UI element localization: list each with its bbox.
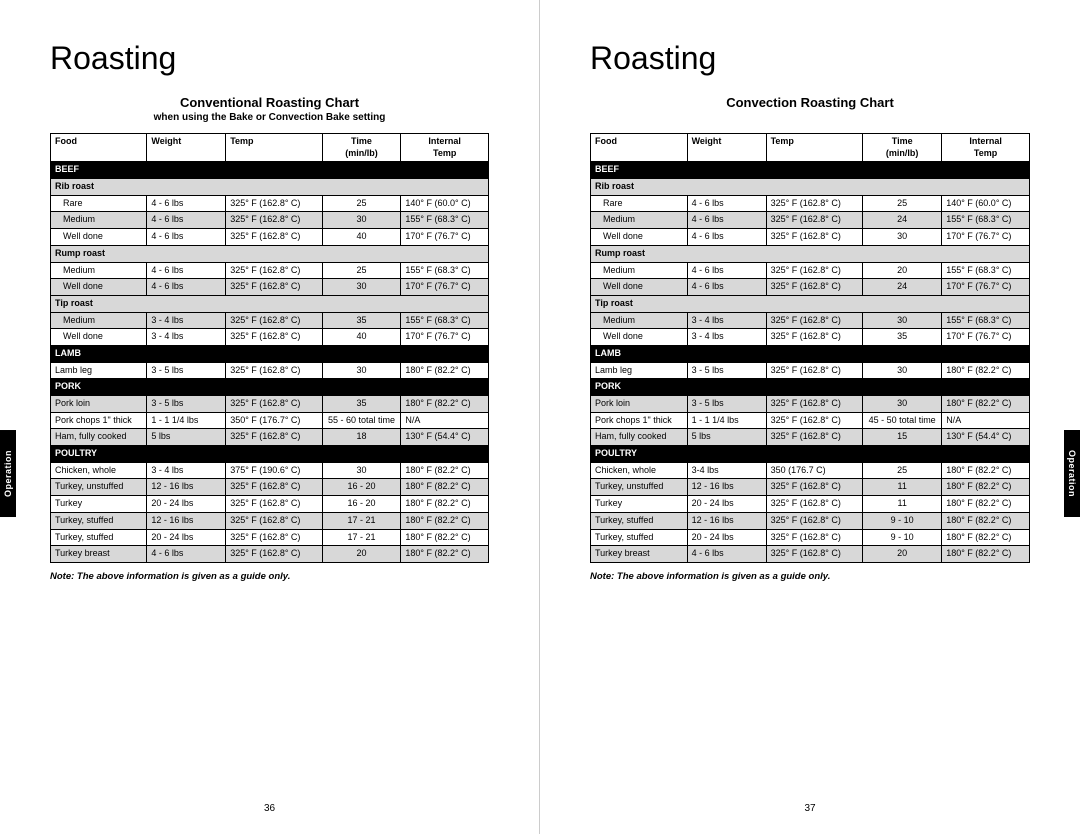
subhead-row: Rib roast — [591, 179, 1030, 196]
subhead-row: Rump roast — [591, 245, 1030, 262]
section-row: LAMB — [51, 345, 489, 362]
table-row: Turkey, stuffed12 - 16 lbs325° F (162.8°… — [591, 512, 1030, 529]
table-row: Well done3 - 4 lbs325° F (162.8° C)40170… — [51, 329, 489, 346]
th-weight: Weight — [687, 134, 766, 162]
table-row: Well done4 - 6 lbs325° F (162.8° C)40170… — [51, 229, 489, 246]
subhead-row: Tip roast — [591, 295, 1030, 312]
table-row: Turkey breast4 - 6 lbs325° F (162.8° C)2… — [51, 546, 489, 563]
table-row: Lamb leg3 - 5 lbs325° F (162.8° C)30180°… — [51, 362, 489, 379]
page-container: Operation Roasting Conventional Roasting… — [0, 0, 1080, 834]
table-row: Pork loin3 - 5 lbs325° F (162.8° C)30180… — [591, 396, 1030, 413]
section-row: POULTRY — [591, 446, 1030, 463]
table-row: Rare4 - 6 lbs325° F (162.8° C)25140° F (… — [591, 195, 1030, 212]
th-food: Food — [591, 134, 688, 162]
page-right: Operation Roasting Convection Roasting C… — [540, 0, 1080, 834]
table-row: Ham, fully cooked5 lbs325° F (162.8° C)1… — [51, 429, 489, 446]
section-row: LAMB — [591, 345, 1030, 362]
table-row: Medium4 - 6 lbs325° F (162.8° C)20155° F… — [591, 262, 1030, 279]
table-row: Well done4 - 6 lbs325° F (162.8° C)24170… — [591, 279, 1030, 296]
table-row: Turkey, stuffed12 - 16 lbs325° F (162.8°… — [51, 512, 489, 529]
table-row: Ham, fully cooked5 lbs325° F (162.8° C)1… — [591, 429, 1030, 446]
th-temp: Temp — [766, 134, 863, 162]
page-title-right: Roasting — [590, 40, 1030, 77]
table-row: Medium4 - 6 lbs325° F (162.8° C)24155° F… — [591, 212, 1030, 229]
roasting-table-left: Food Weight Temp Time(min/lb) InternalTe… — [50, 133, 489, 563]
chart-title-right: Convection Roasting Chart — [590, 95, 1030, 110]
table-row: Medium3 - 4 lbs325° F (162.8° C)35155° F… — [51, 312, 489, 329]
table-row: Turkey, unstuffed12 - 16 lbs325° F (162.… — [51, 479, 489, 496]
side-tab-right: Operation — [1064, 430, 1080, 517]
side-tab-left: Operation — [0, 430, 16, 517]
table-row: Chicken, whole3 - 4 lbs375° F (190.6° C)… — [51, 462, 489, 479]
table-row: Medium3 - 4 lbs325° F (162.8° C)30155° F… — [591, 312, 1030, 329]
th-time: Time(min/lb) — [322, 134, 401, 162]
table-row: Pork loin3 - 5 lbs325° F (162.8° C)35180… — [51, 396, 489, 413]
th-internal: InternalTemp — [942, 134, 1030, 162]
th-food: Food — [51, 134, 147, 162]
th-time: Time(min/lb) — [863, 134, 942, 162]
section-row: PORK — [591, 379, 1030, 396]
table-row: Turkey breast4 - 6 lbs325° F (162.8° C)2… — [591, 546, 1030, 563]
subhead-row: Rib roast — [51, 179, 489, 196]
chart-subtitle-left: when using the Bake or Convection Bake s… — [50, 112, 489, 123]
section-row: POULTRY — [51, 446, 489, 463]
page-left: Operation Roasting Conventional Roasting… — [0, 0, 540, 834]
table-row: Turkey20 - 24 lbs325° F (162.8° C)11180°… — [591, 496, 1030, 513]
table-row: Chicken, whole3-4 lbs350 (176.7 C)25180°… — [591, 462, 1030, 479]
page-title-left: Roasting — [50, 40, 489, 77]
page-num-left: 36 — [0, 803, 539, 814]
table-row: Pork chops 1" thick1 - 1 1/4 lbs325° F (… — [591, 412, 1030, 429]
subhead-row: Tip roast — [51, 295, 489, 312]
table-row: Well done3 - 4 lbs325° F (162.8° C)35170… — [591, 329, 1030, 346]
th-weight: Weight — [147, 134, 226, 162]
table-row: Medium4 - 6 lbs325° F (162.8° C)25155° F… — [51, 262, 489, 279]
section-row: BEEF — [51, 162, 489, 179]
note-right: Note: The above information is given as … — [590, 571, 1030, 582]
th-internal: InternalTemp — [401, 134, 489, 162]
chart-subtitle-right — [590, 112, 1030, 123]
chart-title-left: Conventional Roasting Chart — [50, 95, 489, 110]
th-temp: Temp — [226, 134, 322, 162]
table-row: Well done4 - 6 lbs325° F (162.8° C)30170… — [591, 229, 1030, 246]
table-row: Lamb leg3 - 5 lbs325° F (162.8° C)30180°… — [591, 362, 1030, 379]
page-num-right: 37 — [540, 803, 1080, 814]
roasting-table-right: Food Weight Temp Time(min/lb) InternalTe… — [590, 133, 1030, 563]
table-row: Pork chops 1" thick1 - 1 1/4 lbs350° F (… — [51, 412, 489, 429]
table-row: Medium4 - 6 lbs325° F (162.8° C)30155° F… — [51, 212, 489, 229]
note-left: Note: The above information is given as … — [50, 571, 489, 582]
section-row: PORK — [51, 379, 489, 396]
table-row: Turkey20 - 24 lbs325° F (162.8° C)16 - 2… — [51, 496, 489, 513]
table-row: Well done4 - 6 lbs325° F (162.8° C)30170… — [51, 279, 489, 296]
table-row: Turkey, stuffed20 - 24 lbs325° F (162.8°… — [591, 529, 1030, 546]
section-row: BEEF — [591, 162, 1030, 179]
subhead-row: Rump roast — [51, 245, 489, 262]
table-row: Rare4 - 6 lbs325° F (162.8° C)25140° F (… — [51, 195, 489, 212]
table-row: Turkey, stuffed20 - 24 lbs325° F (162.8°… — [51, 529, 489, 546]
table-row: Turkey, unstuffed12 - 16 lbs325° F (162.… — [591, 479, 1030, 496]
